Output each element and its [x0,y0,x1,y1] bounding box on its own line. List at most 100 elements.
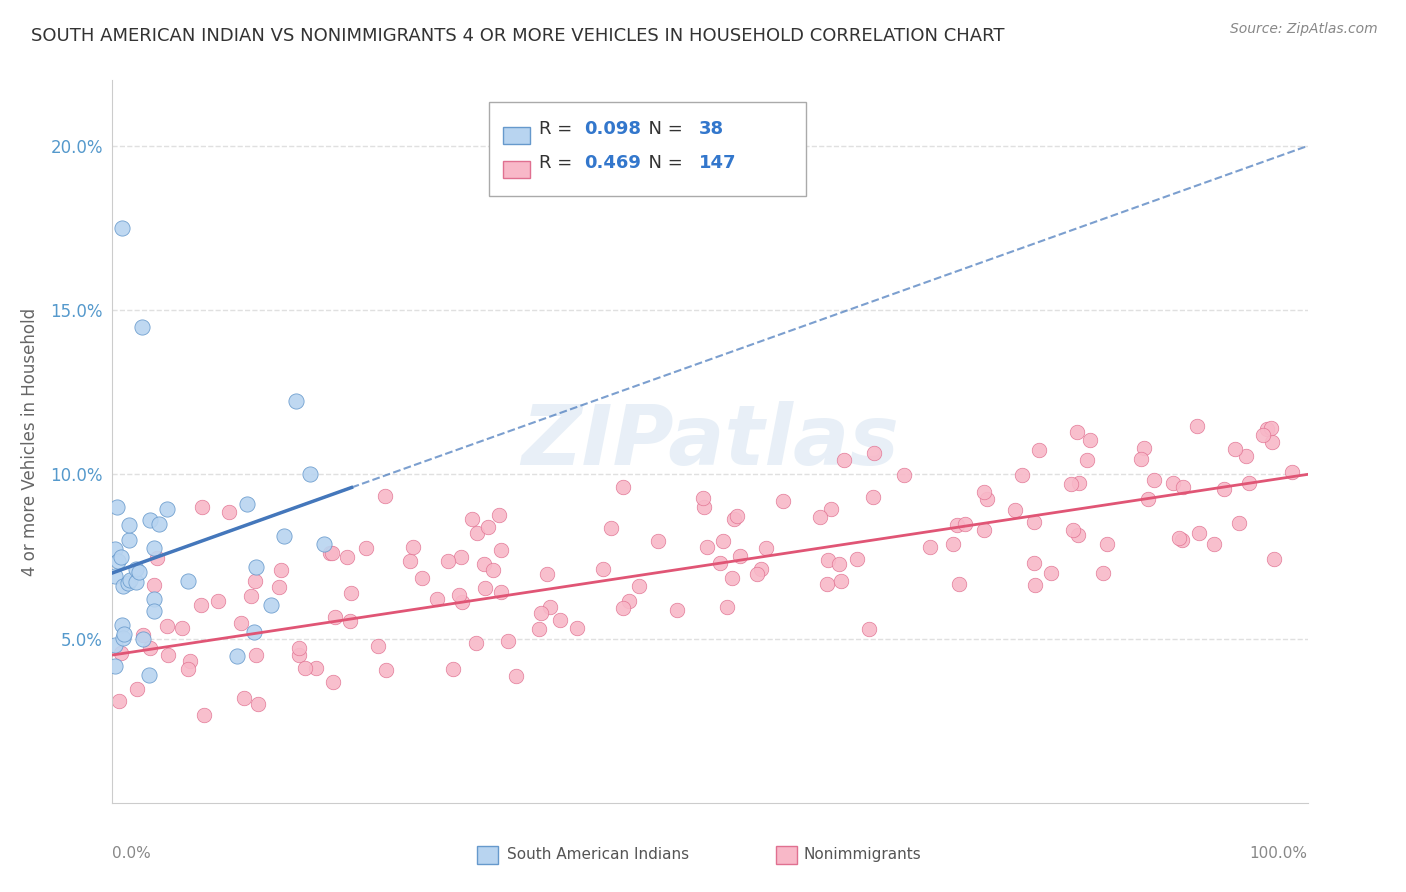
Point [846,552,869,566]
Point [1130,451,1153,466]
Point [325,610,347,624]
Point [817,552,839,566]
Point [1143,473,1166,487]
Point [973,485,995,500]
Point [107,554,129,568]
Point [190,598,212,612]
Point [399,554,422,568]
Text: 0.0%: 0.0% [112,847,152,861]
Point [104,638,127,652]
Point [827,558,849,572]
Point [612,480,634,494]
Point [920,541,942,555]
Point [863,446,886,460]
Text: SOUTH AMERICAN INDIAN VS NONIMMIGRANTS 4 OR MORE VEHICLES IN HOUSEHOLD CORRELATI: SOUTH AMERICAN INDIAN VS NONIMMIGRANTS 4… [31,27,1004,45]
Point [142,591,165,606]
Point [319,546,342,560]
Point [725,508,748,523]
Point [110,646,132,660]
Point [723,512,745,526]
Point [170,621,193,635]
Point [488,508,510,522]
Point [111,618,134,632]
Point [148,516,170,531]
Point [226,649,249,664]
Point [709,556,731,570]
Point [755,541,778,555]
Point [354,541,377,556]
Point [450,549,472,564]
Point [294,661,316,675]
Point [565,621,588,635]
Text: 0.098: 0.098 [585,120,641,138]
Point [245,574,267,589]
Point [260,598,283,612]
Point [1024,515,1046,529]
Text: ZIPatlas: ZIPatlas [522,401,898,482]
Point [118,517,141,532]
Point [236,497,259,511]
Point [139,641,162,656]
Point [527,622,550,636]
FancyBboxPatch shape [477,847,499,864]
Point [692,491,714,505]
Point [108,694,131,708]
Text: R =: R = [538,154,578,172]
Point [207,594,229,608]
Point [612,600,634,615]
Point [1024,578,1046,592]
Point [716,600,738,615]
Point [948,576,970,591]
Point [530,606,553,620]
Point [1281,465,1303,479]
Point [336,550,359,565]
Point [665,602,688,616]
Point [1236,449,1258,463]
Point [1204,537,1226,551]
Text: South American Indians: South American Indians [508,847,689,863]
Point [231,615,253,630]
Point [374,489,396,503]
Point [269,580,291,594]
Point [1133,441,1156,455]
Point [1251,427,1274,442]
Point [179,654,201,668]
Point [1067,476,1090,491]
Point [247,697,270,711]
Point [218,505,240,519]
Point [270,563,292,577]
Point [647,533,669,548]
Point [1028,442,1050,457]
Point [411,571,433,585]
Point [339,614,361,628]
Point [728,549,751,564]
Point [820,501,842,516]
Point [1263,552,1285,566]
Text: 100.0%: 100.0% [1250,847,1308,861]
Point [111,579,134,593]
Point [1060,476,1083,491]
Point [496,633,519,648]
Point [1237,476,1260,491]
Point [142,578,165,592]
Point [946,518,969,533]
Point [721,571,744,585]
Point [472,557,495,571]
Text: N =: N = [637,120,689,138]
Text: 147: 147 [699,154,737,172]
Point [138,668,160,682]
Point [273,529,295,543]
Text: 0.469: 0.469 [585,154,641,172]
Point [489,584,512,599]
Point [505,669,527,683]
Point [156,648,179,662]
Point [942,537,965,551]
Point [711,533,734,548]
Point [125,682,148,697]
Point [450,595,472,609]
Point [600,521,623,535]
Point [858,622,880,636]
Point [118,533,141,547]
Point [1076,452,1098,467]
Point [245,559,267,574]
